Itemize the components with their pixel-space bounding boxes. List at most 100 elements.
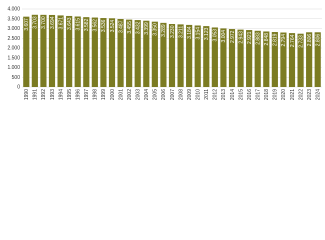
- x-tick-label: 2001: [118, 89, 124, 100]
- bar: [66, 15, 73, 87]
- x-tick-label: 1997: [84, 89, 90, 100]
- x-tick-label: 1994: [58, 89, 64, 100]
- x-tick-label: 2021: [290, 89, 296, 100]
- bar: [280, 32, 287, 87]
- y-tick-label: 1.000: [7, 65, 20, 71]
- value-label: 2.848: [264, 33, 270, 46]
- x-tick-label: 2012: [213, 89, 219, 100]
- x-tick-label: 2008: [178, 89, 184, 100]
- bar: [126, 19, 133, 87]
- value-label: 3.432: [136, 21, 142, 34]
- value-label: 2.921: [247, 31, 253, 44]
- value-label: 3.694: [50, 16, 56, 29]
- bar: [134, 20, 141, 87]
- bar: [57, 15, 64, 88]
- value-label: 3.703: [33, 16, 39, 29]
- x-tick-label: 1990: [24, 89, 30, 100]
- bar: [237, 29, 244, 87]
- value-label: 3.399: [144, 22, 150, 35]
- value-label: 3.455: [127, 21, 133, 34]
- x-tick-label: 2005: [153, 89, 159, 100]
- bar: [48, 14, 56, 87]
- value-label: 3.211: [178, 26, 184, 38]
- x-tick-label: 2006: [161, 89, 167, 100]
- y-tick-label: 3.000: [7, 26, 20, 32]
- x-tick-label: 2003: [136, 89, 142, 100]
- bar: [168, 24, 176, 87]
- value-label: 3.615: [76, 18, 82, 31]
- x-tick-label: 2009: [187, 89, 193, 100]
- bar: [108, 18, 116, 88]
- value-label: 3.643: [67, 17, 73, 30]
- value-label: 2.943: [238, 31, 244, 44]
- bar: [203, 26, 210, 87]
- value-label: 3.053: [213, 29, 219, 42]
- value-label: 3.184: [187, 26, 193, 39]
- bar: [211, 27, 218, 87]
- value-label: 3.350: [153, 23, 159, 36]
- value-label: 3.582: [84, 18, 90, 31]
- x-tick-label: 2004: [144, 89, 150, 100]
- value-label: 3.289: [161, 24, 167, 37]
- bar: [177, 24, 184, 88]
- y-tick-label: 1.500: [7, 55, 20, 61]
- y-tick-label: 500: [12, 75, 21, 81]
- y-tick-label: 0: [17, 85, 20, 91]
- value-label: 3.123: [204, 27, 210, 40]
- bar: [40, 14, 47, 88]
- x-tick-label: 2014: [230, 89, 236, 100]
- value-label: 3.154: [196, 27, 202, 40]
- bar: [74, 16, 81, 87]
- bar: [83, 17, 90, 87]
- chart: 0 500 1.000 1.500 2.000 2.500 3.000 3.500 4.000 3…: [7, 7, 322, 100]
- x-tick-label: 1993: [50, 89, 56, 100]
- x-tick-label: 2013: [221, 89, 227, 100]
- bar: [31, 14, 38, 87]
- x-tick-label: 2020: [281, 89, 287, 100]
- y-tick-label: 2.000: [7, 46, 20, 52]
- y-tick-label: 4.000: [7, 7, 20, 13]
- bar: [306, 32, 313, 87]
- bar: [160, 22, 167, 87]
- bar: [91, 17, 98, 87]
- value-label: 2.733: [298, 35, 304, 48]
- bar: [100, 18, 107, 87]
- page: 0 500 1.000 1.500 2.000 2.500 3.000 3.500 4.000 3…: [7, 6, 322, 101]
- bar: [220, 28, 227, 88]
- bar: [288, 33, 296, 87]
- value-label: 2.794: [281, 34, 287, 47]
- x-tick-label: 2000: [110, 89, 116, 100]
- x-tick-label: 2007: [170, 89, 176, 100]
- value-label: 3.524: [110, 20, 116, 33]
- value-label: 3.004: [221, 30, 227, 43]
- bar: [228, 29, 236, 88]
- value-label: 2.819: [273, 33, 279, 46]
- bar: [297, 33, 304, 87]
- value-label: 3.230: [170, 25, 176, 38]
- value-label: 2.806: [316, 34, 322, 47]
- bar: [151, 21, 158, 87]
- value-label: 3.536: [101, 19, 107, 32]
- x-tick-label: 2018: [264, 89, 270, 100]
- bar: [271, 32, 278, 87]
- bar: [194, 25, 201, 87]
- value-label: 3.487: [118, 20, 124, 33]
- x-tick-label: 1995: [67, 89, 73, 100]
- x-tick-label: 2015: [238, 89, 244, 100]
- value-label: 2.883: [256, 32, 262, 45]
- x-tick-label: 2024: [316, 89, 322, 100]
- bar: [186, 24, 193, 87]
- value-label: 3.607: [24, 18, 30, 31]
- bar: [246, 30, 253, 87]
- x-tick-label: 2016: [247, 89, 253, 100]
- y-tick-label: 3.500: [7, 16, 20, 22]
- value-label: 3.700: [41, 16, 47, 29]
- x-tick-label: 1991: [33, 89, 39, 100]
- x-tick-label: 2023: [307, 89, 313, 100]
- bar: [314, 32, 321, 87]
- x-tick-label: 2019: [273, 89, 279, 100]
- x-tick-label: 2022: [298, 89, 304, 100]
- y-tick-label: 2.500: [7, 36, 20, 42]
- x-tick-label: 1992: [41, 89, 47, 100]
- bar: [23, 16, 30, 88]
